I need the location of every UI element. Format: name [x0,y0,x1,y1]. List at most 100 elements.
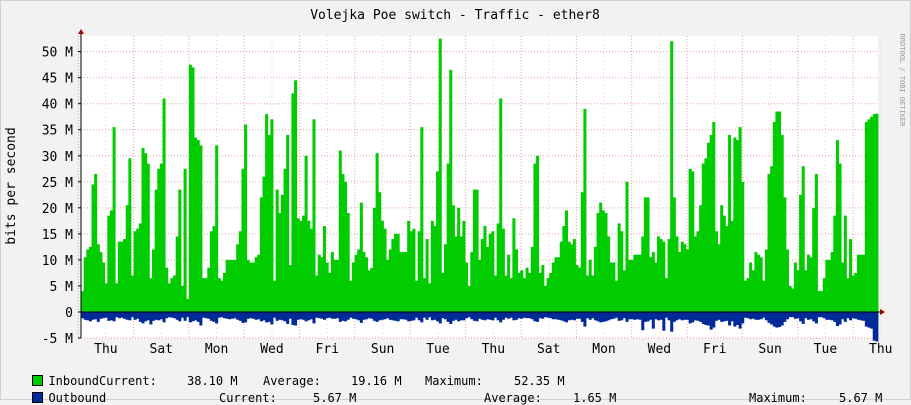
inbound-bar [804,270,808,312]
inbound-bar [220,280,224,312]
inbound-bar [372,207,377,312]
inbound-bar [280,194,284,312]
outbound-bar [336,311,340,319]
outbound-bar [515,311,519,320]
inbound-bar [754,252,758,312]
outbound-bar [109,311,113,321]
inbound-bar [607,236,611,312]
inbound-bar [312,119,316,312]
outbound-bar [152,311,156,321]
outbound-bar [286,311,290,324]
inbound-bar [533,163,537,312]
inbound-bar [564,210,569,312]
inbound-bar [657,236,661,312]
outbound-bar [620,311,624,321]
inbound-bar [696,231,700,312]
outbound-bar [551,311,555,320]
outbound-bar [654,311,658,320]
outbound-bar [451,311,455,321]
outbound-bar [404,311,408,320]
inbound-bar [328,272,332,312]
outbound-bar [217,311,221,318]
outbound-bar [862,311,866,321]
inbound-bar [223,272,227,312]
outbound-bar [136,311,140,319]
outbound-bar [465,311,469,319]
inbound-bar [467,285,471,312]
inbound-bar [838,163,842,312]
outbound-bar [88,311,92,322]
outbound-bar [212,311,216,322]
inbound-bar [733,137,737,312]
inbound-bar [107,215,111,312]
inbound-bar [688,168,692,312]
outbound-bar [170,311,174,318]
inbound-bar [520,270,524,312]
outbound-bar [367,311,371,319]
outbound-bar [622,311,626,319]
outbound-bar [362,311,366,320]
inbound-bar [875,113,879,312]
inbound-bar [475,189,479,312]
inbound-bar [775,111,779,312]
inbound-bar [612,262,616,312]
outbound-bar [102,311,106,319]
outbound-bar [296,311,300,320]
outbound-bar [793,311,797,319]
inbound-bar [301,215,305,312]
inbound-bar [738,127,742,312]
outbound-bar [457,311,461,322]
inbound-bar [428,283,432,312]
inbound-bar [757,254,761,312]
inbound-bar [583,108,587,312]
outbound-bar [543,311,547,318]
y-tick-label: 25 M [42,176,73,191]
inbound-bar [146,163,150,312]
inbound-bar [780,134,784,312]
inbound-bar [704,158,708,312]
outbound-bar [628,311,632,320]
outbound-bar [322,311,327,320]
inbound-bar [388,249,392,312]
inbound-bar [194,137,198,312]
outbound-bar [633,311,637,320]
x-axis-arrow [880,308,885,315]
inbound-bar [380,220,384,312]
inbound-bar [370,267,374,312]
inbound-bar [333,259,337,312]
inbound-bar [165,267,169,312]
inbound-bar [141,147,145,312]
inbound-bar [112,127,116,312]
outbound-bar [86,311,90,321]
inbound-bar [604,213,608,312]
outbound-bar [146,311,150,321]
outbound-bar [128,311,132,321]
outbound-bar [91,311,95,320]
outbound-bar [407,311,411,322]
outbound-bar [820,311,824,318]
outbound-bar [875,311,879,342]
outbound-bar [180,311,184,318]
outbound-bar [283,311,287,322]
outbound-bar [496,311,500,321]
outbound-bar [538,311,542,319]
outbound-bar [351,311,355,319]
inbound-bar [144,153,148,312]
outbound-bar [173,311,177,319]
outbound-bar [428,311,432,318]
inbound-bar [486,246,490,312]
inbound-bar [480,239,484,312]
inbound-bar [856,254,860,312]
inbound-bar [699,205,703,312]
inbound-bar [596,213,600,312]
outbound-bar [867,311,871,328]
inbound-bar [173,275,177,312]
outbound-bar [333,311,337,319]
outbound-name: Outbound [48,391,107,405]
outbound-bar [270,311,274,325]
inbound-bar [230,259,234,312]
inbound-bar [367,270,371,312]
outbound-bar [183,311,187,321]
inbound-bar [783,197,787,312]
inbound-bar [864,121,868,312]
